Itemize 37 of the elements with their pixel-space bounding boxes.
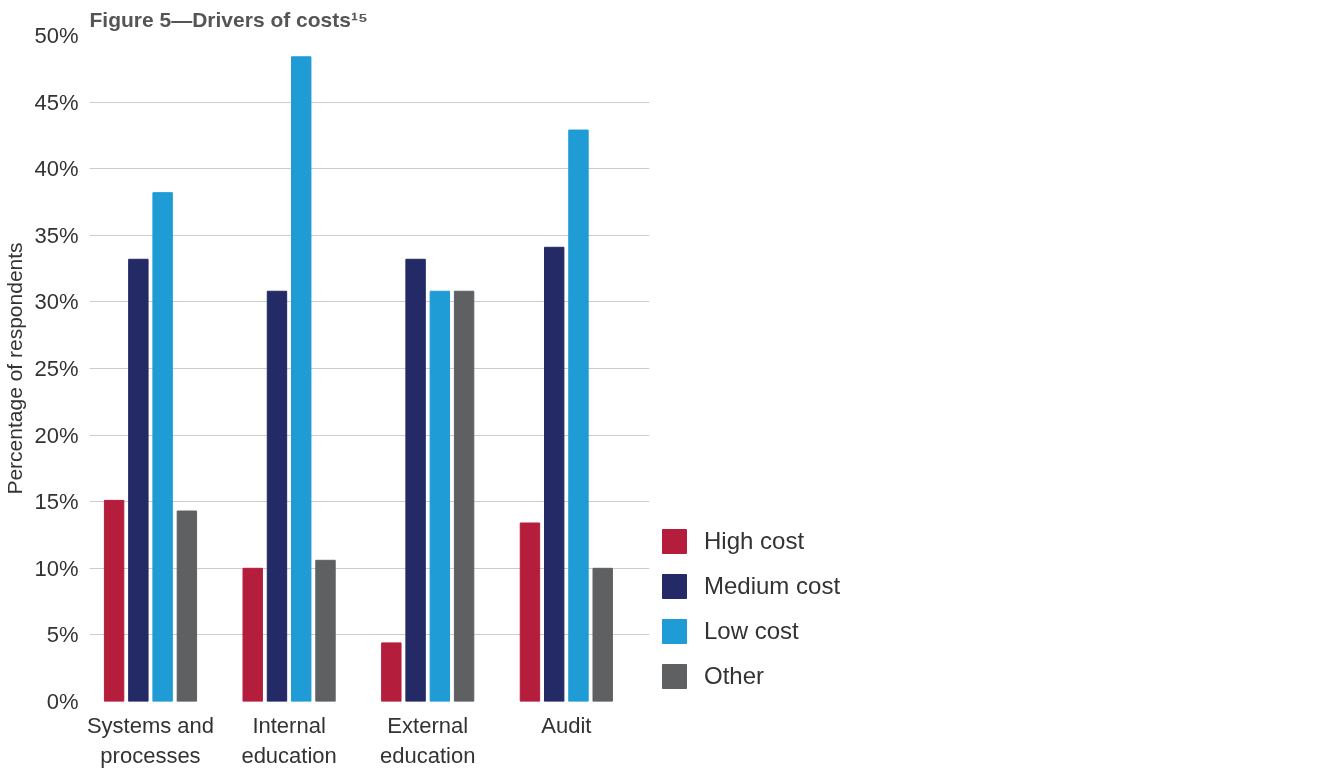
bar (152, 192, 173, 702)
legend-label: Medium cost (704, 572, 841, 600)
bar (568, 129, 589, 702)
y-axis-title: Percentage of respondents (3, 242, 27, 495)
y-tick-label: 10% (34, 555, 79, 581)
y-tick-label: 35% (34, 222, 79, 248)
bar (519, 522, 541, 702)
legend-label: High cost (704, 527, 805, 555)
bar (592, 567, 613, 702)
legend-label: Low cost (704, 617, 799, 645)
y-tick-label: 0% (46, 689, 79, 714)
y-tick-label: 5% (46, 622, 79, 648)
bar (291, 56, 312, 702)
bar (429, 290, 451, 702)
y-tick-label: 15% (34, 489, 79, 515)
bar (453, 290, 475, 702)
bar (242, 567, 263, 702)
bar (266, 290, 288, 702)
bar (176, 510, 198, 702)
y-tick-label: 20% (34, 422, 79, 448)
y-tick-label: 25% (34, 356, 79, 381)
x-tick-label: Internal education (241, 712, 337, 768)
x-tick-label: Systems and processes (86, 712, 215, 768)
bar (315, 559, 336, 702)
y-tick-label: 40% (34, 156, 79, 182)
legend-label: Other (704, 662, 765, 690)
y-tick-label: 50% (34, 23, 79, 48)
bar (381, 642, 402, 702)
chart-title: Figure 5—Drivers of costs¹⁵ (89, 7, 368, 31)
x-tick-label: External education (380, 712, 476, 768)
bar (128, 258, 149, 702)
y-tick-label: 30% (34, 289, 79, 315)
y-tick-label: 45% (34, 89, 79, 115)
bar (544, 246, 565, 702)
bar (103, 499, 125, 702)
bar (405, 258, 426, 702)
x-tick-label: Audit (541, 712, 592, 738)
